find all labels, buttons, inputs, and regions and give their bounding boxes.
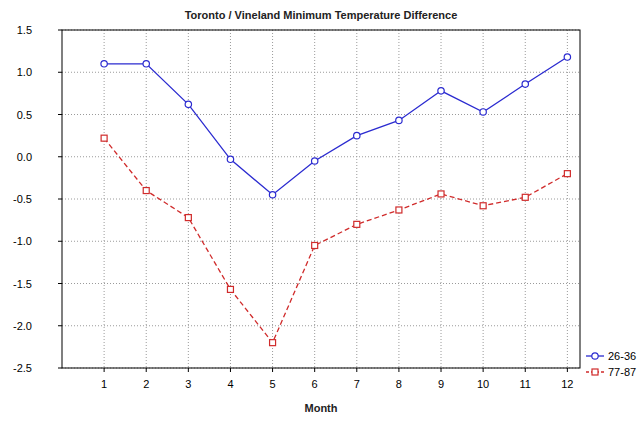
legend-label: 26-36 — [608, 350, 636, 362]
y-tick-label: 1.5 — [17, 24, 32, 36]
x-tick-label: 2 — [143, 378, 149, 390]
x-tick — [146, 368, 147, 372]
grid-line — [62, 114, 580, 115]
y-tick-label: -2.0 — [13, 320, 32, 332]
x-tick-label: 4 — [227, 378, 233, 390]
series-marker — [564, 171, 570, 177]
y-tick — [58, 325, 62, 326]
series-marker — [522, 81, 528, 87]
legend-label: 77-87 — [608, 366, 636, 378]
x-tick-label: 9 — [438, 378, 444, 390]
x-tick — [272, 368, 273, 372]
series-marker — [480, 109, 486, 115]
grid-line — [62, 241, 580, 242]
y-tick-label: 1.0 — [17, 66, 32, 78]
y-tick — [58, 72, 62, 73]
y-tick-label: -2.5 — [13, 362, 32, 374]
title: Toronto / Vineland Minimum Temperature D… — [185, 9, 458, 21]
series-marker — [311, 158, 317, 164]
grid-line — [62, 72, 580, 73]
series-marker — [185, 101, 191, 107]
series-line — [104, 138, 567, 342]
series-marker — [396, 117, 402, 123]
x-tick-label: 8 — [396, 378, 402, 390]
series-marker — [143, 61, 149, 67]
series-marker — [522, 194, 528, 200]
grid-line — [62, 325, 580, 326]
plot-area — [62, 30, 580, 368]
grid-line — [146, 30, 147, 368]
series-marker — [143, 188, 149, 194]
x-tick-label: 3 — [185, 378, 191, 390]
x-tick-label: 10 — [477, 378, 489, 390]
grid-line — [188, 30, 189, 368]
y-tick-label: 0.5 — [17, 109, 32, 121]
x-tick — [314, 368, 315, 372]
grid-line — [314, 30, 315, 368]
grid-line — [272, 30, 273, 368]
grid-line — [230, 30, 231, 368]
series-marker — [185, 215, 191, 221]
series-marker — [101, 135, 107, 141]
x-tick — [398, 368, 399, 372]
x-axis-label: Month — [305, 402, 338, 414]
x-tick-label: 6 — [312, 378, 318, 390]
series-marker — [480, 203, 486, 209]
y-tick — [58, 241, 62, 242]
y-tick — [58, 199, 62, 200]
plot-frame — [62, 30, 580, 368]
x-tick-label: 11 — [520, 378, 531, 390]
x-tick-label: 5 — [270, 378, 276, 390]
x-tick — [483, 368, 484, 372]
chart: Toronto / Vineland Minimum Temperature D… — [0, 0, 640, 426]
series-group — [101, 54, 571, 346]
series-marker — [354, 132, 360, 138]
x-tick — [356, 368, 357, 372]
series-marker — [354, 221, 360, 227]
x-tick — [525, 368, 526, 372]
x-tick — [104, 368, 105, 372]
series-marker — [312, 242, 318, 248]
grid-line — [104, 30, 105, 368]
series-marker — [564, 54, 570, 60]
x-tick-label: 7 — [354, 378, 360, 390]
legend-marker — [592, 353, 598, 359]
grid-line — [483, 30, 484, 368]
grid-line — [398, 30, 399, 368]
grid-line — [441, 30, 442, 368]
grid-line — [567, 30, 568, 368]
y-tick — [58, 156, 62, 157]
y-tick — [58, 114, 62, 115]
series-line — [104, 57, 567, 195]
series-marker — [269, 192, 275, 198]
y-tick-label: 0.0 — [17, 151, 32, 163]
y-tick — [58, 368, 62, 369]
y-tick-label: -0.5 — [13, 193, 32, 205]
y-tick-label: -1.0 — [13, 235, 32, 247]
x-tick-label: 12 — [561, 378, 573, 390]
series-marker — [227, 156, 233, 162]
y-tick-label: -1.5 — [13, 278, 32, 290]
legend-marker — [592, 369, 598, 375]
x-tick — [567, 368, 568, 372]
series-marker — [396, 207, 402, 213]
y-tick — [58, 30, 62, 31]
legend: 26-36 77-87 — [586, 350, 636, 378]
series-marker — [101, 61, 107, 67]
x-tick-label: 1 — [101, 378, 107, 390]
grid-line — [356, 30, 357, 368]
x-tick — [230, 368, 231, 372]
grid-line — [62, 283, 580, 284]
series-marker — [438, 88, 444, 94]
series-marker — [270, 340, 276, 346]
x-tick — [188, 368, 189, 372]
series-marker — [227, 286, 233, 292]
series-marker — [438, 191, 444, 197]
y-tick — [58, 283, 62, 284]
grid-line — [62, 199, 580, 200]
x-tick — [441, 368, 442, 372]
